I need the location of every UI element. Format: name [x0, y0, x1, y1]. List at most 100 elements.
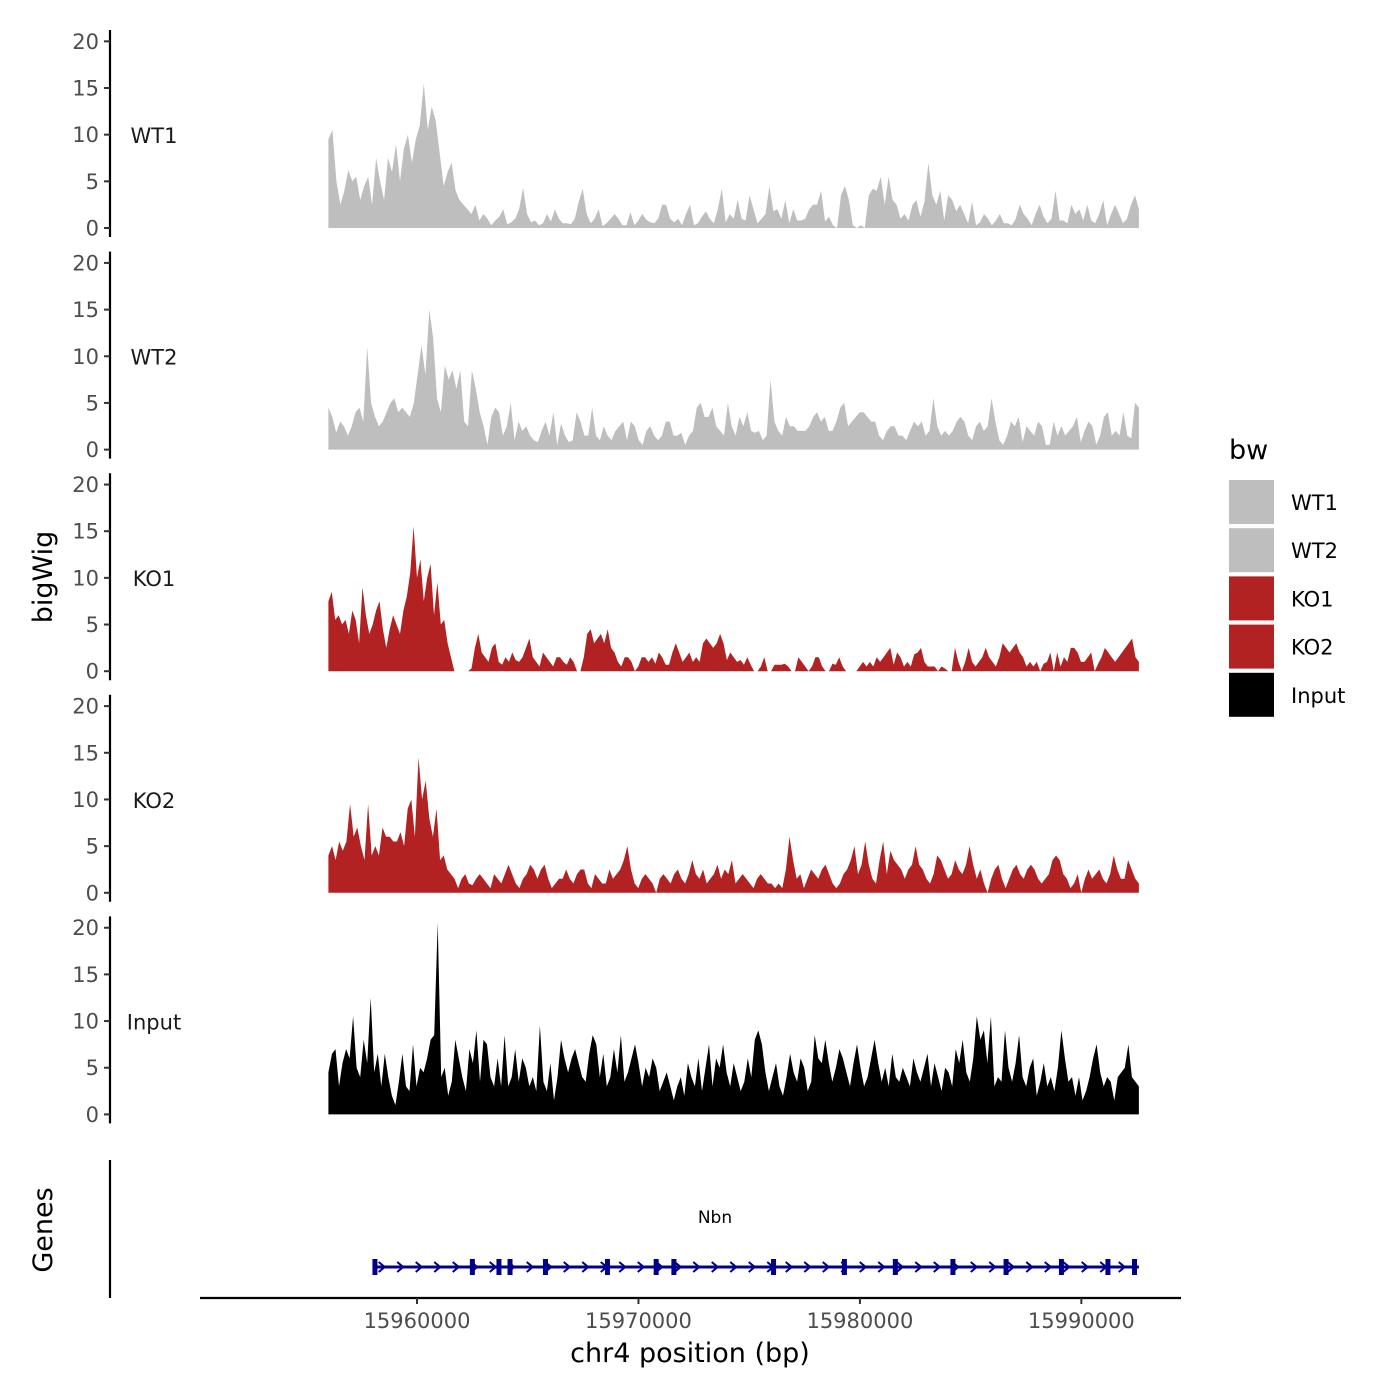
y-tick-label: 20	[72, 251, 99, 275]
y-axis-title: bigWig	[28, 531, 59, 624]
strand-arrow	[452, 1261, 461, 1273]
y-tick-label: 0	[86, 881, 99, 905]
gene-exon	[653, 1259, 659, 1275]
strand-arrow	[489, 1261, 498, 1273]
strand-arrow	[729, 1261, 738, 1273]
legend-title: bw	[1229, 435, 1268, 466]
strand-arrow	[415, 1261, 424, 1273]
gene-exon	[1003, 1259, 1009, 1275]
legend-label-ko2: KO2	[1291, 636, 1334, 660]
coverage-area-wt1	[328, 83, 1139, 228]
legend-swatch-wt2	[1229, 528, 1274, 573]
strand-arrow	[1025, 1261, 1034, 1273]
strand-arrow	[1062, 1261, 1071, 1273]
strand-arrow	[988, 1261, 997, 1273]
strand-arrow	[822, 1261, 831, 1273]
y-tick-label: 0	[86, 1103, 99, 1127]
y-tick-label: 5	[86, 835, 99, 859]
strand-arrow	[896, 1261, 905, 1273]
strand-arrow	[396, 1261, 405, 1273]
coverage-area-ko2	[328, 757, 1139, 893]
gene-exon	[496, 1259, 502, 1275]
y-tick-label: 20	[72, 916, 99, 940]
y-tick-label: 15	[72, 520, 99, 544]
track-label: KO1	[133, 567, 176, 591]
y-tick-label: 10	[72, 123, 99, 147]
strand-arrow	[581, 1261, 590, 1273]
y-tick-label: 15	[72, 298, 99, 322]
gene-exon	[604, 1259, 610, 1275]
strand-arrow	[1081, 1261, 1090, 1273]
gene-exon	[1058, 1259, 1064, 1275]
gene-exon	[469, 1259, 475, 1275]
legend-swatch-ko1	[1229, 576, 1274, 621]
legend-label-ko1: KO1	[1291, 587, 1334, 611]
y-tick-label: 10	[72, 566, 99, 590]
track-ko1: 0 5 10 15 20 KO1	[72, 473, 1139, 684]
track-label: KO2	[133, 789, 176, 813]
y-tick-label: 5	[86, 1056, 99, 1080]
genes-track	[108, 1160, 1139, 1298]
gene-exon	[507, 1259, 513, 1275]
strand-arrow	[859, 1261, 868, 1273]
track-label: Input	[127, 1010, 181, 1034]
legend-swatch-ko2	[1229, 624, 1274, 669]
gene-exon	[892, 1259, 898, 1275]
y-tick-label: 5	[86, 613, 99, 637]
y-tick-label: 10	[72, 788, 99, 812]
y-tick-label: 0	[86, 660, 99, 684]
y-tick-label: 5	[86, 170, 99, 194]
y-tick-label: 0	[86, 217, 99, 241]
x-tick-label: 15980000	[806, 1309, 913, 1333]
strand-arrow	[674, 1261, 683, 1273]
coverage-tracks: 0 5 10 15 20 WT1 0 5 10 15 20 WT2 0 5 10 15 20 KO1 0 5 10 15 2…	[72, 30, 1139, 1127]
gene-exon	[542, 1259, 548, 1275]
y-tick-label: 10	[72, 345, 99, 369]
coverage-area-input	[328, 923, 1139, 1115]
genes-track-title: Genes	[28, 1187, 59, 1272]
strand-arrow	[637, 1261, 646, 1273]
legend-swatch-input	[1229, 672, 1274, 717]
strand-arrow	[1007, 1261, 1016, 1273]
x-axis-title: chr4 position (bp)	[570, 1338, 810, 1369]
gene-exon	[372, 1259, 378, 1275]
y-tick-label: 20	[72, 695, 99, 719]
y-tick-label: 15	[72, 77, 99, 101]
x-axis: 15960000 15970000 15980000 15990000	[200, 1296, 1181, 1333]
track-wt2: 0 5 10 15 20 WT2	[72, 251, 1139, 462]
x-tick-label: 15990000	[1028, 1309, 1135, 1333]
strand-arrow	[378, 1261, 387, 1273]
strand-arrow	[748, 1261, 757, 1273]
y-tick-label: 5	[86, 391, 99, 415]
x-tick-label: 15970000	[585, 1309, 692, 1333]
track-ko2: 0 5 10 15 20 KO2	[72, 695, 1139, 905]
strand-arrow	[970, 1261, 979, 1273]
strand-arrow	[618, 1261, 627, 1273]
gene-exon	[950, 1259, 956, 1275]
coverage-area-wt2	[328, 309, 1139, 450]
y-tick-label: 20	[72, 30, 99, 54]
strand-arrow	[914, 1261, 923, 1273]
y-tick-label: 15	[72, 963, 99, 987]
y-tick-label: 0	[86, 438, 99, 462]
track-label: WT2	[131, 346, 178, 370]
strand-arrow	[1044, 1261, 1053, 1273]
strand-arrow	[711, 1261, 720, 1273]
gene-exon	[841, 1259, 847, 1275]
strand-arrow	[933, 1261, 942, 1273]
strand-arrow	[785, 1261, 794, 1273]
legend-label-input: Input	[1291, 684, 1345, 708]
legend-label-wt1: WT1	[1291, 491, 1338, 515]
track-wt1: 0 5 10 15 20 WT1	[72, 30, 1139, 241]
strand-arrow	[563, 1261, 572, 1273]
x-tick-label: 15960000	[364, 1309, 471, 1333]
legend-label-wt2: WT2	[1291, 539, 1338, 563]
gene-exon	[1105, 1259, 1111, 1275]
gene-exon	[771, 1259, 777, 1275]
y-tick-label: 20	[72, 473, 99, 497]
gene-label: Nbn	[698, 1208, 732, 1228]
track-label: WT1	[131, 124, 178, 148]
strand-arrow	[433, 1261, 442, 1273]
